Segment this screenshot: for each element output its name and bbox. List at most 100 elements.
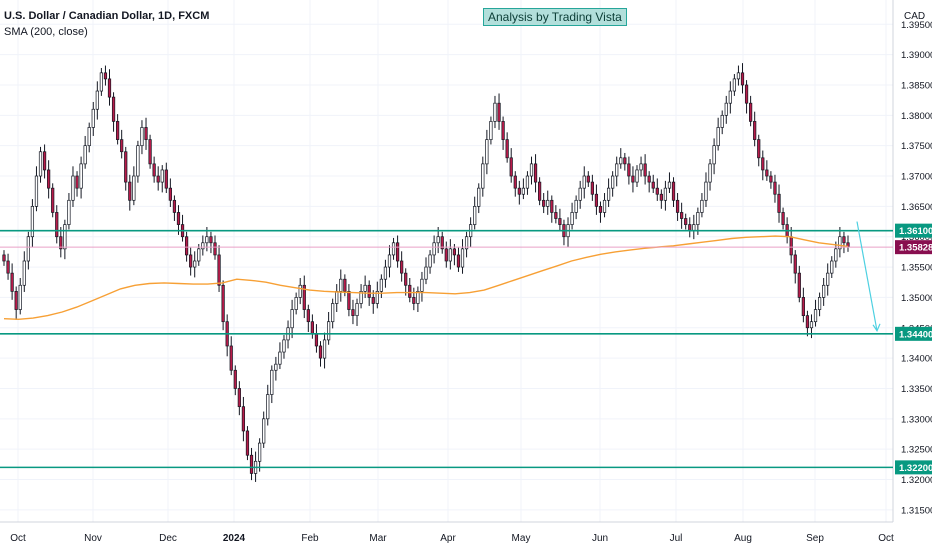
sma-line: [3, 235, 849, 321]
candle-body: [91, 108, 95, 128]
candle-body: [237, 388, 241, 408]
candle-body: [404, 272, 408, 286]
candle-body: [262, 418, 266, 444]
candle-body: [598, 206, 603, 213]
candle-body: [736, 72, 741, 80]
candle-body: [826, 272, 830, 286]
candle-body: [680, 212, 684, 219]
x-tick-label: Oct: [878, 533, 894, 544]
x-tick-label: May: [512, 533, 531, 544]
candle-body: [428, 254, 432, 268]
candle-body: [542, 199, 546, 207]
candle-body: [148, 139, 152, 165]
candle-body: [14, 290, 18, 310]
candle-body: [797, 272, 801, 298]
candle-body: [379, 278, 383, 292]
candle-body: [481, 163, 485, 189]
candle-body: [164, 169, 168, 189]
projection-arrowhead: [872, 323, 881, 333]
candle-body: [400, 260, 404, 274]
candle-body: [659, 193, 663, 201]
candle-body: [371, 297, 375, 304]
candle-body: [363, 284, 367, 292]
candle-body: [30, 206, 35, 238]
candle-body: [448, 248, 452, 262]
y-tick-label: 1.33000: [901, 414, 932, 425]
candle-body: [71, 175, 75, 201]
candle-body: [124, 151, 128, 183]
candle-body: [266, 394, 270, 420]
candle-body: [594, 193, 599, 207]
candle-body: [424, 266, 428, 280]
y-tick-label: 1.33500: [901, 384, 932, 395]
candle-body: [294, 297, 298, 310]
candle-body: [282, 339, 286, 353]
y-tick-label: 1.37500: [901, 141, 932, 152]
candle-body: [347, 290, 351, 310]
candle-body: [586, 175, 590, 183]
candle-body: [412, 297, 416, 304]
candle-body: [712, 145, 716, 165]
candle-body: [452, 248, 457, 256]
candle-body: [635, 169, 639, 183]
candle-body: [107, 78, 112, 98]
candle-body: [245, 430, 250, 456]
level-price-tag: [895, 326, 932, 341]
candle-body: [290, 309, 294, 329]
candle-body: [318, 345, 323, 359]
last-price-tag: [895, 240, 932, 255]
candle-body: [395, 242, 400, 262]
y-tick-label: 1.36000: [901, 232, 932, 243]
candle-body: [493, 102, 497, 122]
analysis-banner: Analysis by Trading Vista: [483, 8, 627, 26]
candle-body: [813, 309, 818, 323]
candle-body: [172, 199, 177, 213]
candle-body: [529, 163, 534, 177]
candle-body: [22, 260, 26, 286]
candle-body: [278, 351, 282, 365]
candle-body: [136, 145, 140, 177]
candle-body: [456, 254, 461, 268]
candle-body: [801, 297, 805, 316]
y-tick-label: 1.38500: [901, 80, 932, 91]
candle-body: [38, 151, 43, 177]
x-tick-label: Sep: [806, 533, 824, 544]
x-tick-label: Aug: [734, 533, 752, 544]
candle-body: [757, 139, 761, 159]
candle-body: [627, 163, 631, 177]
candle-body: [716, 127, 720, 147]
x-tick-label: 2024: [223, 533, 246, 544]
candle-body: [533, 163, 538, 183]
candle-body: [838, 236, 842, 250]
candle-body: [201, 242, 205, 250]
candle-body: [473, 206, 477, 225]
candle-body: [128, 181, 132, 201]
candle-body: [769, 175, 773, 183]
chart-title: U.S. Dollar / Canadian Dollar, 1D, FXCM: [4, 10, 210, 22]
candle-body: [176, 212, 181, 225]
candle-body: [753, 121, 757, 140]
candle-body: [558, 218, 562, 225]
candle-body: [314, 333, 319, 347]
y-tick-label: 1.35000: [901, 293, 932, 304]
candle-body: [509, 157, 513, 177]
x-tick-label: Mar: [369, 533, 387, 544]
candle-body: [671, 181, 676, 201]
candle-body: [464, 236, 469, 250]
x-tick-label: Feb: [301, 533, 319, 544]
x-tick-label: Oct: [10, 533, 26, 544]
candle-body: [26, 236, 30, 262]
last-price-label: 1.35828: [899, 243, 932, 254]
candle-body: [322, 339, 327, 359]
candle-body: [205, 236, 209, 244]
candle-body: [704, 181, 708, 201]
candle-body: [189, 254, 193, 268]
candle-body: [99, 72, 103, 92]
candle-body: [193, 260, 197, 268]
candle-body: [51, 187, 55, 213]
y-tick-label: 1.31500: [901, 505, 932, 516]
candle-body: [740, 72, 745, 86]
y-tick-label: 1.38000: [901, 111, 932, 122]
candle-body: [749, 102, 753, 122]
candle-body: [477, 187, 481, 207]
